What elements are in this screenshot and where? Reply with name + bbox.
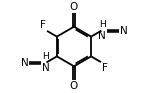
Text: N: N xyxy=(98,31,106,41)
Text: F: F xyxy=(102,63,108,73)
Text: F: F xyxy=(40,20,46,30)
Text: N: N xyxy=(120,26,127,36)
Text: O: O xyxy=(70,2,78,12)
Text: N: N xyxy=(21,58,28,68)
Text: O: O xyxy=(70,81,78,91)
Text: H: H xyxy=(42,52,49,61)
Text: N: N xyxy=(42,63,50,73)
Text: H: H xyxy=(99,20,106,29)
